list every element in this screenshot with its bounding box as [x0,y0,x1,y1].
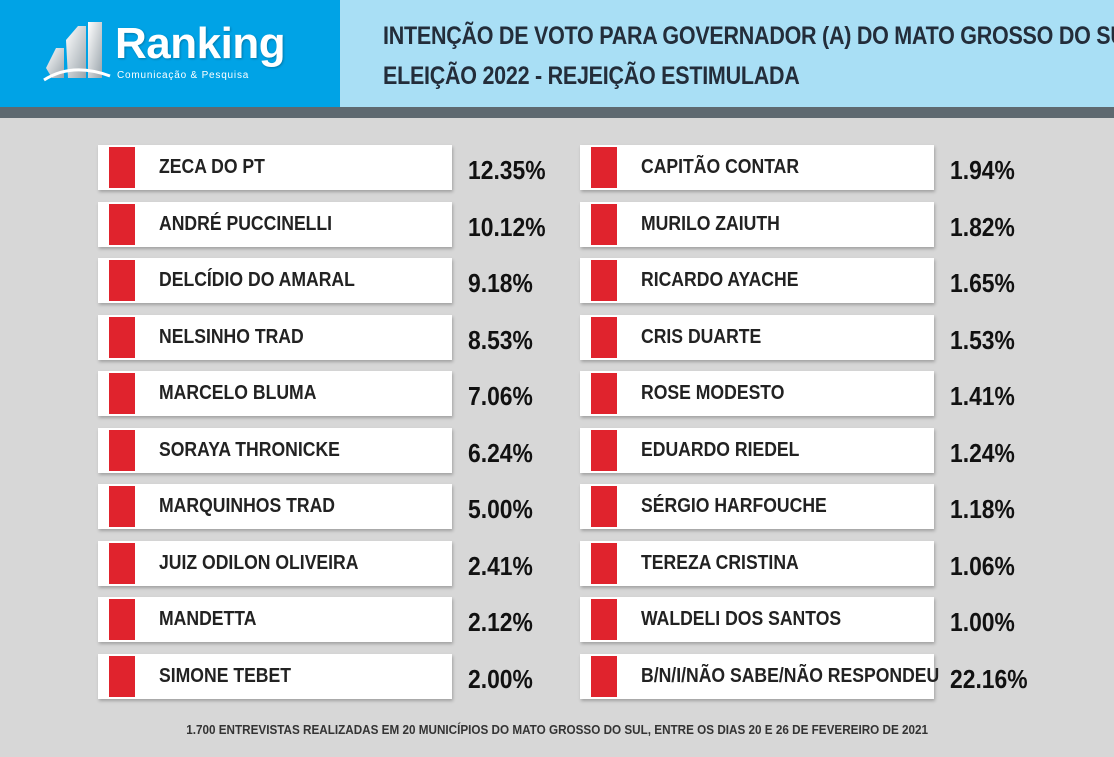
title-area [340,0,1114,107]
red-marker [109,599,135,640]
red-marker [109,542,135,584]
header-divider [0,107,1114,118]
candidate-percentage: 1.00% [950,607,1015,637]
candidate-card: EDUARDO RIEDEL [580,427,934,473]
candidate-percentage: 2.00% [468,663,533,694]
candidate-name: MURILO ZAIUTH [641,212,780,235]
candidate-percentage: 1.24% [950,437,1015,468]
red-marker [109,429,135,471]
red-marker [591,147,617,188]
red-marker [109,260,135,301]
red-marker [591,373,617,414]
candidate-card: ANDRÉ PUCCINELLI [98,201,452,247]
red-marker [109,203,135,245]
red-marker [109,373,135,414]
candidate-name: RICARDO AYACHE [641,269,799,291]
candidate-name: NELSINHO TRAD [159,325,304,348]
red-marker [109,147,135,188]
ranking-logo-icon [43,22,111,82]
candidate-name: ROSE MODESTO [641,382,785,404]
candidate-card: ROSE MODESTO [580,371,934,416]
red-marker [591,429,617,471]
candidate-name: EDUARDO RIEDEL [641,438,800,461]
candidate-percentage: 10.12% [468,211,546,242]
candidate-percentage: 1.18% [950,494,1015,524]
candidate-name: TEREZA CRISTINA [641,551,799,574]
candidate-percentage: 1.82% [950,211,1015,242]
candidate-name: MANDETTA [159,608,257,630]
candidate-card: SIMONE TEBET [98,653,452,699]
candidate-name: DELCÍDIO DO AMARAL [159,269,355,291]
candidate-card: DELCÍDIO DO AMARAL [98,258,452,303]
candidate-card: WALDELI DOS SANTOS [580,597,934,642]
candidate-card: SÉRGIO HARFOUCHE [580,484,934,529]
candidate-name: CRIS DUARTE [641,325,762,348]
header: Ranking Comunicação & Pesquisa INTENÇÃO … [0,0,1114,118]
candidate-percentage: 22.16% [950,663,1028,694]
candidate-name: SORAYA THRONICKE [159,438,340,461]
red-marker [591,203,617,245]
candidate-name: B/N/I/NÃO SABE/NÃO RESPONDEU [641,664,940,687]
candidate-name: MARCELO BLUMA [159,382,317,404]
candidate-name: JUIZ ODILON OLIVEIRA [159,551,359,574]
logo-area: Ranking Comunicação & Pesquisa [0,0,340,107]
candidate-name: CAPITÃO CONTAR [641,156,800,178]
candidate-card: TEREZA CRISTINA [580,540,934,586]
red-marker [109,655,135,697]
red-marker [591,316,617,358]
candidate-card: MARQUINHOS TRAD [98,484,452,529]
candidate-percentage: 9.18% [468,268,533,298]
candidate-percentage: 1.53% [950,324,1015,355]
candidate-card: MURILO ZAIUTH [580,201,934,247]
candidate-name: ANDRÉ PUCCINELLI [159,212,333,235]
candidate-card: CAPITÃO CONTAR [580,145,934,190]
candidate-card: RICARDO AYACHE [580,258,934,303]
candidate-percentage: 5.00% [468,494,533,524]
page-title: INTENÇÃO DE VOTO PARA GOVERNADOR (A) DO … [383,22,1114,50]
candidate-percentage: 2.41% [468,550,533,581]
candidate-card: NELSINHO TRAD [98,314,452,360]
logo-tagline: Comunicação & Pesquisa [117,70,250,81]
candidate-percentage: 12.35% [468,155,546,185]
candidate-name: MARQUINHOS TRAD [159,495,335,517]
candidate-percentage: 2.12% [468,607,533,637]
logo-wordmark: Ranking [115,19,286,68]
candidate-percentage: 7.06% [468,381,533,411]
red-marker [591,655,617,697]
candidate-card: B/N/I/NÃO SABE/NÃO RESPONDEU [580,653,939,699]
red-marker [109,486,135,527]
red-marker [591,599,617,640]
red-marker [109,316,135,358]
red-marker [591,260,617,301]
candidate-card: MARCELO BLUMA [98,371,452,416]
red-marker [591,542,617,584]
candidate-percentage: 1.41% [950,381,1015,411]
candidate-percentage: 6.24% [468,437,533,468]
candidate-card: CRIS DUARTE [580,314,934,360]
candidate-percentage: 1.06% [950,550,1015,581]
candidate-percentage: 1.65% [950,268,1015,298]
candidate-card: ZECA DO PT [98,145,452,190]
candidate-percentage: 1.94% [950,155,1015,185]
candidate-card: MANDETTA [98,597,452,642]
footer-note-text: 1.700 ENTREVISTAS REALIZADAS EM 20 MUNIC… [186,722,928,737]
candidate-name: SÉRGIO HARFOUCHE [641,495,827,517]
footer-note: 1.700 ENTREVISTAS REALIZADAS EM 20 MUNIC… [0,722,1114,737]
candidate-card: JUIZ ODILON OLIVEIRA [98,540,452,586]
candidate-card: SORAYA THRONICKE [98,427,452,473]
candidate-name: WALDELI DOS SANTOS [641,608,842,630]
candidate-percentage: 8.53% [468,324,533,355]
candidate-name: SIMONE TEBET [159,664,292,687]
candidate-name: ZECA DO PT [159,156,265,178]
red-marker [591,486,617,527]
page-subtitle: ELEIÇÃO 2022 - REJEIÇÃO ESTIMULADA [383,62,800,90]
